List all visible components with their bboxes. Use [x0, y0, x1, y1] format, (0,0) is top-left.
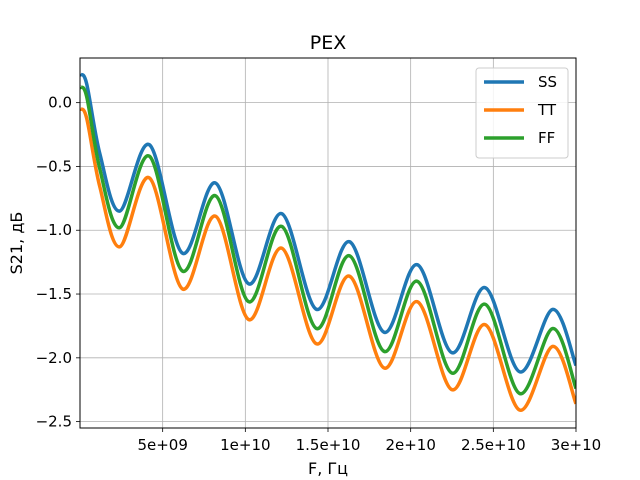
y-axis-label: S21, дБ — [7, 212, 26, 275]
legend-label-ff: FF — [538, 129, 555, 147]
legend-label-tt: TT — [537, 101, 557, 119]
y-tick-label: −2.0 — [36, 349, 72, 367]
series-line-tt — [80, 107, 576, 412]
x-tick-label: 1e+10 — [220, 436, 270, 454]
x-tick-label: 3e+10 — [551, 436, 601, 454]
x-axis-label: F, Гц — [308, 459, 348, 478]
legend: SS TT FF — [475, 67, 569, 159]
chart-title: PEX — [310, 32, 346, 54]
series-line-ff — [80, 85, 576, 396]
y-tick-label: 0.0 — [48, 94, 72, 112]
y-tick-label: −1.0 — [36, 221, 72, 239]
x-tick-label: 1.5e+10 — [296, 436, 361, 454]
series-lines — [80, 72, 576, 412]
legend-box — [475, 67, 569, 159]
x-tick-label: 5e+09 — [137, 436, 187, 454]
x-tick-label: 2e+10 — [385, 436, 435, 454]
y-tick-label: −0.5 — [36, 157, 72, 175]
legend-label-ss: SS — [538, 73, 557, 91]
y-tick-label: −1.5 — [36, 285, 72, 303]
y-tick-label: −2.5 — [36, 413, 72, 431]
x-tick-label: 2.5e+10 — [461, 436, 526, 454]
series-line-ss — [80, 72, 576, 374]
axis-ticks: 5e+09 1e+10 1.5e+10 2e+10 2.5e+10 3e+10 0.0 −0.… — [36, 94, 602, 454]
